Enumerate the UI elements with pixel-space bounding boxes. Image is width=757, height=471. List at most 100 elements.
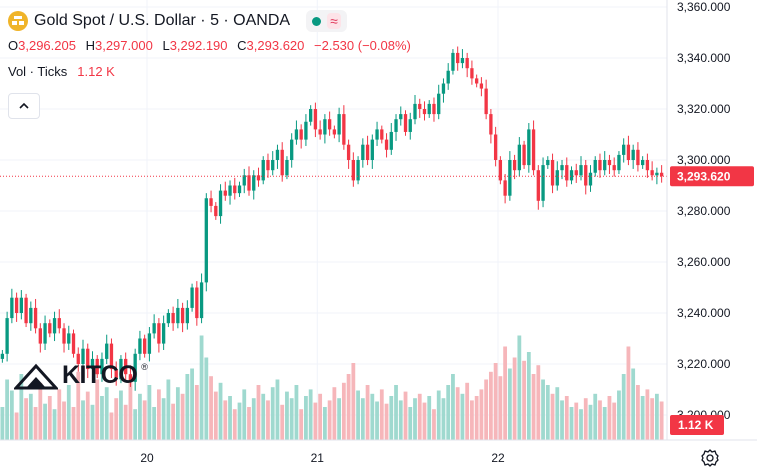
volume-bar [659, 401, 664, 440]
collapse-legend-button[interactable] [8, 93, 40, 119]
volume-bar [332, 387, 337, 440]
candle-body [332, 129, 337, 135]
volume-bar [455, 387, 460, 440]
chart-settings-button[interactable] [700, 448, 720, 468]
volume-bar [180, 393, 185, 440]
volume-bar [356, 390, 360, 440]
volume-bar [441, 398, 446, 440]
volume-bar [522, 360, 526, 440]
volume-bar [389, 396, 394, 440]
candle-body [569, 170, 574, 181]
volume-bar [142, 400, 147, 440]
candle-body [0, 353, 5, 359]
volume-bar [465, 382, 470, 440]
candle-body [474, 78, 479, 84]
candle-body [327, 119, 332, 130]
candle-body [636, 149, 640, 166]
volume-bar [62, 401, 66, 440]
volume-bar [432, 409, 436, 440]
chevron-up-icon [19, 102, 29, 109]
volume-bar [583, 398, 588, 440]
candle-body [403, 114, 408, 132]
volume-bar [593, 393, 598, 440]
price-axis[interactable]: 3,360.000 3,340.000 3,320.000 3,300.000 3,28… [677, 0, 731, 422]
x-tick-label: 22 [491, 451, 505, 465]
volume-bar [52, 409, 57, 440]
volume-bar [427, 396, 432, 440]
volume-bar [451, 374, 455, 440]
candle-body [24, 297, 28, 324]
candle-body [128, 374, 133, 382]
candle-body [318, 129, 322, 135]
candle-body [356, 160, 360, 181]
price-change: −2.530 (−0.08%) [314, 38, 411, 53]
candle-body [171, 313, 175, 324]
volume-bar [213, 391, 218, 440]
candle-body [456, 52, 460, 64]
volume-bar [512, 357, 517, 440]
candle-body [166, 313, 171, 324]
volume-bar [564, 396, 569, 440]
volume-bar [555, 387, 560, 440]
candle-body [531, 129, 536, 171]
volume-bar [379, 389, 384, 440]
time-axis[interactable]: 20 21 22 [140, 451, 505, 465]
volume-bar [507, 368, 512, 440]
candle-body [214, 205, 218, 217]
volume-bar [156, 389, 161, 440]
volume-bar [128, 376, 133, 440]
ohlc-close-label: C [237, 38, 247, 53]
volume-bar [403, 391, 408, 440]
candle-body [223, 190, 227, 196]
candle-body [380, 129, 384, 140]
market-open-icon [312, 16, 322, 26]
volume-bar [199, 335, 204, 440]
volume-bar [484, 379, 489, 440]
candle-body [290, 139, 294, 160]
volume-bar [9, 390, 14, 440]
candle-body [512, 160, 517, 171]
gear-icon [701, 449, 719, 467]
ohlc-low-label: L [162, 38, 170, 53]
candle-body [271, 160, 275, 171]
y-tick-label: 3,220.000 [677, 357, 731, 371]
x-tick-label: 20 [140, 451, 154, 465]
candle-body [38, 328, 42, 344]
candle-body [209, 198, 213, 206]
volume-bar [460, 393, 465, 440]
volume-bar [346, 374, 351, 440]
symbol-title[interactable]: Gold Spot / U.S. Dollar · 5 · OANDA [34, 12, 291, 29]
y-tick-label: 3,280.000 [677, 204, 731, 218]
volume-bar [313, 402, 318, 440]
status-pill[interactable]: ≈ [306, 10, 347, 32]
volume-bar [569, 407, 574, 440]
candle-body [5, 318, 9, 354]
volume-bar [541, 379, 545, 440]
x-tick-label: 21 [311, 451, 325, 465]
candle-body [659, 172, 664, 177]
volume-bar [370, 393, 375, 440]
volume-bar [375, 401, 379, 440]
candle-body [299, 129, 303, 140]
volume-label[interactable]: Vol · Ticks [8, 64, 68, 79]
volume-bar [242, 389, 247, 440]
candle-body [493, 134, 498, 160]
candle-body [574, 170, 578, 176]
candle-body [432, 103, 436, 115]
volume-bar [645, 389, 650, 440]
volume-bar [341, 382, 346, 440]
volume-bar [365, 385, 370, 440]
ohlc-high-label: H [85, 38, 95, 53]
volume-bar [104, 387, 109, 440]
symbol-header[interactable]: Gold Spot / U.S. Dollar · 5 · OANDA ≈ [8, 10, 347, 32]
candle-body [147, 333, 152, 354]
kitco-logo-icon [14, 363, 58, 389]
volume-legend[interactable]: Vol · Ticks 1.12 K [8, 64, 115, 79]
candle-body [29, 307, 33, 324]
y-tick-label: 3,240.000 [677, 306, 731, 320]
candle-body [394, 119, 398, 132]
candle-body [593, 160, 597, 173]
volume-bar [617, 390, 621, 440]
candle-body [603, 160, 607, 171]
